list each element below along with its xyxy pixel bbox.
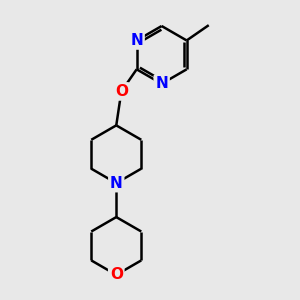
Text: N: N <box>130 33 143 48</box>
Text: N: N <box>110 176 123 190</box>
Text: O: O <box>110 267 123 282</box>
Text: N: N <box>155 76 168 91</box>
Text: O: O <box>115 84 128 99</box>
